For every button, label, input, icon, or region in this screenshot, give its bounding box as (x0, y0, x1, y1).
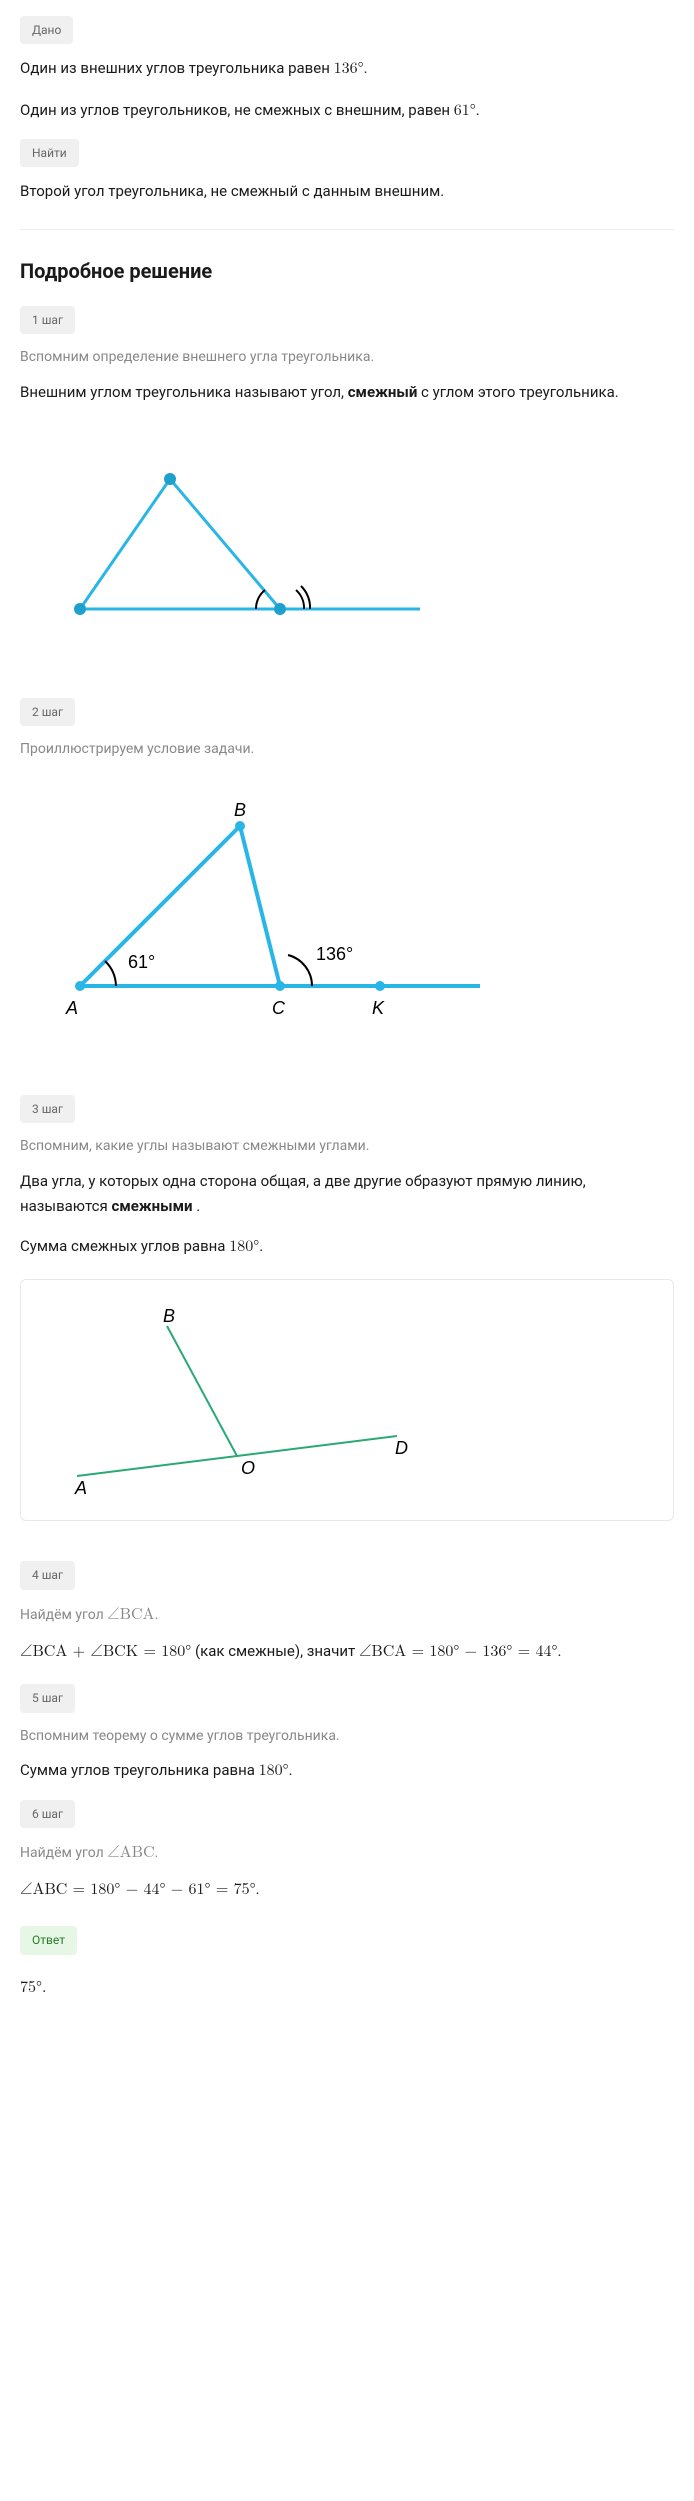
side-left (80, 479, 170, 609)
vertex-b-dot (235, 821, 245, 831)
triangle-exterior-svg (20, 429, 440, 649)
arc-interior (256, 590, 265, 609)
side-bc (240, 826, 280, 986)
badge-find: Найти (20, 139, 79, 167)
given-line-1: Один из внешних углов треугольника равен… (20, 56, 674, 83)
step-6-eq: ∠ABC = 180° − 44° − 61° = 75°. (20, 1877, 674, 1904)
adjacent-angles-svg: A B D O (37, 1296, 437, 1496)
step-6-note: Найдём угол ∠ABC. (20, 1840, 674, 1867)
arc-angle-exterior (288, 955, 312, 986)
divider (20, 229, 674, 230)
point-k-dot (375, 981, 385, 991)
bold: смежными (112, 1197, 193, 1215)
step-2-note: Проиллюстрируем условие задачи. (20, 738, 674, 762)
step-3: 3 шаг Вспомним, какие углы называют смеж… (20, 1095, 674, 1522)
label-a: A (65, 998, 78, 1018)
equation: ∠BCA + ∠BCK = 180° (20, 1644, 191, 1660)
step-4: 4 шаг Найдём угол ∠BCA. ∠BCA + ∠BCK = 18… (20, 1561, 674, 1666)
solution-article: Дано Один из внешних углов треугольника … (0, 0, 694, 2042)
equation: ∠ABC = 180° − 44° − 61° = 75° (20, 1882, 256, 1898)
label-k: K (372, 998, 385, 1018)
text: . (256, 1880, 260, 1898)
given-line-2: Один из углов треугольников, не смежных … (20, 98, 674, 125)
label-c: C (272, 998, 286, 1018)
label-d: D (395, 1438, 408, 1458)
triangle-problem-svg: A B C K 61° 136° (20, 786, 520, 1046)
label-b: B (163, 1306, 175, 1326)
ray-ob (167, 1326, 237, 1456)
step-4-eq: ∠BCA + ∠BCK = 180° (как смежные), значит… (20, 1639, 674, 1666)
step-5-note: Вспомним теорему о сумме углов треугольн… (20, 1725, 674, 1749)
figure-adjacent-angles: A B D O (20, 1279, 674, 1522)
section-find: Найти Второй угол треугольника, не смежн… (20, 139, 674, 205)
value: 180° (229, 1239, 259, 1255)
badge-step-3: 3 шаг (20, 1095, 75, 1123)
vertex-dot (274, 603, 286, 615)
text: . (476, 101, 480, 119)
value: 136° (334, 61, 364, 77)
step-3-note: Вспомним, какие углы называют смежными у… (20, 1135, 674, 1159)
badge-given: Дано (20, 16, 73, 44)
arc-angle-a (105, 961, 116, 986)
value: 61° (454, 103, 476, 119)
step-5-theorem: Сумма углов треугольника равна 180°. (20, 1758, 674, 1785)
figure-exterior-angle (20, 429, 674, 658)
step-4-note: Найдём угол ∠BCA. (20, 1602, 674, 1629)
step-1-note: Вспомним определение внешнего угла треуг… (20, 346, 674, 370)
angle-name: ∠BCA (107, 1607, 154, 1623)
text: Один из углов треугольников, не смежных … (20, 101, 454, 119)
vertex-dot (74, 603, 86, 615)
answer-value: 75°. (20, 1975, 674, 2002)
text: Сумма углов треугольника равна (20, 1761, 259, 1779)
step-6: 6 шаг Найдём угол ∠ABC. ∠ABC = 180° − 44… (20, 1800, 674, 1905)
text: Внешним углом треугольника называют угол… (20, 383, 348, 401)
text: . (155, 1607, 159, 1623)
step-3-def: Два угла, у которых одна сторона общая, … (20, 1169, 674, 1220)
vertex-dot (164, 473, 176, 485)
label-angle-a: 61° (128, 952, 155, 972)
text: Сумма смежных углов равна (20, 1237, 229, 1255)
step-2: 2 шаг Проиллюстрируем условие задачи. A … (20, 698, 674, 1055)
badge-answer: Ответ (20, 1926, 77, 1954)
label-o: O (241, 1458, 255, 1478)
side-right (170, 479, 280, 609)
value: 180° (259, 1763, 289, 1779)
bold: смежный (348, 383, 418, 401)
badge-step-6: 6 шаг (20, 1800, 75, 1828)
arc-exterior-1 (296, 590, 304, 609)
step-5: 5 шаг Вспомним теорему о сумме углов тре… (20, 1684, 674, 1785)
text: . (192, 1197, 200, 1215)
text: Найдём угол (20, 1607, 107, 1623)
figure-problem: A B C K 61° 136° (20, 786, 674, 1055)
text: Два угла, у которых одна сторона общая, … (20, 1172, 586, 1216)
label-angle-ext: 136° (316, 944, 353, 964)
badge-step-4: 4 шаг (20, 1561, 75, 1589)
badge-step-1: 1 шаг (20, 306, 75, 334)
text: Найдём угол (20, 1845, 107, 1861)
equation: ∠BCA = 180° − 136° = 44° (359, 1644, 558, 1660)
text: Один из внешних углов треугольника равен (20, 59, 334, 77)
text: с углом этого треугольника. (417, 383, 618, 401)
vertex-c-dot (275, 981, 285, 991)
side-ab (80, 826, 240, 986)
angle-name: ∠ABC (107, 1845, 154, 1861)
label-a: A (74, 1478, 87, 1496)
solution-heading: Подробное решение (20, 254, 674, 288)
find-text: Второй угол треугольника, не смежный с д… (20, 179, 674, 205)
badge-step-5: 5 шаг (20, 1684, 75, 1712)
step-1: 1 шаг Вспомним определение внешнего угла… (20, 306, 674, 658)
text: . (289, 1761, 293, 1779)
section-answer: Ответ 75°. (20, 1926, 674, 2002)
vertex-a-dot (75, 981, 85, 991)
section-given: Дано Один из внешних углов треугольника … (20, 16, 674, 125)
text: . (558, 1642, 562, 1660)
text: . (364, 59, 368, 77)
step-1-def: Внешним углом треугольника называют угол… (20, 380, 674, 406)
text: . (155, 1845, 159, 1861)
text: (как смежные), значит (191, 1642, 359, 1660)
badge-step-2: 2 шаг (20, 698, 75, 726)
step-3-sum: Сумма смежных углов равна 180°. (20, 1234, 674, 1261)
text: . (259, 1237, 263, 1255)
label-b: B (234, 800, 246, 820)
